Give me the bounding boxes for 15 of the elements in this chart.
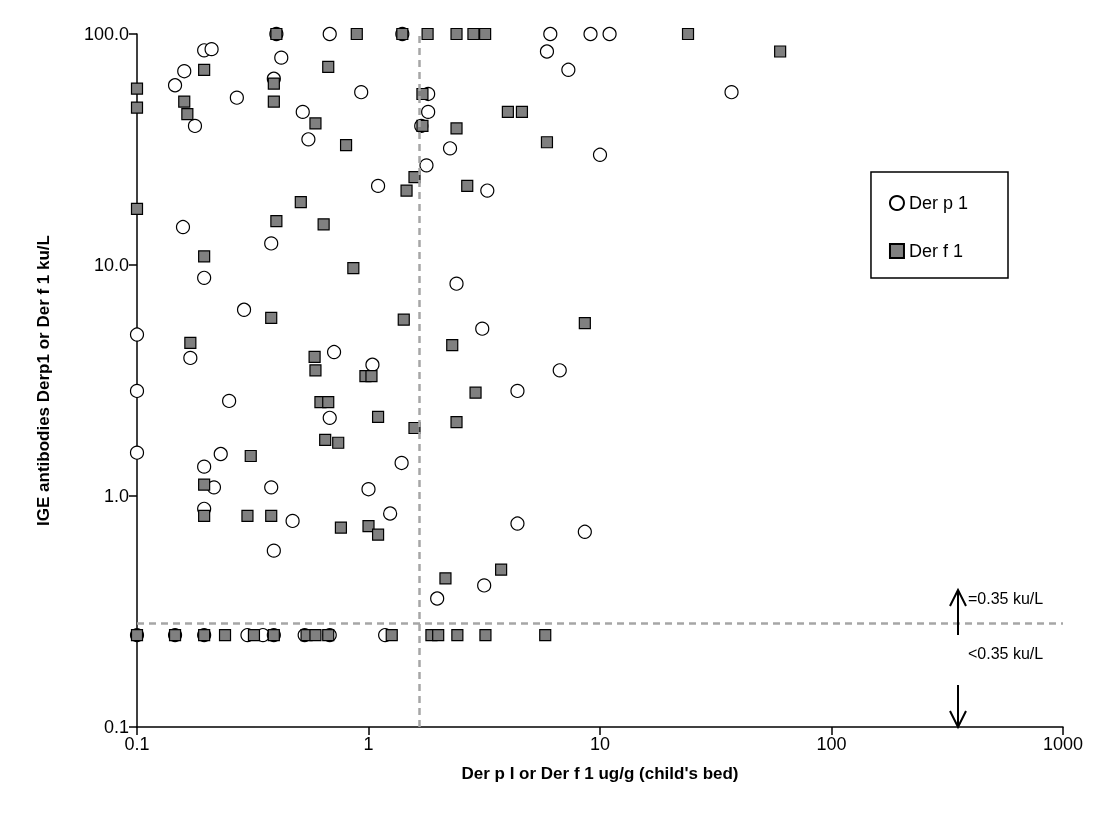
y-tick-label: 10.0 — [93, 255, 129, 275]
x-tick-label: 1000 — [1042, 734, 1084, 754]
annotation: <0.35 ku/L — [968, 644, 1044, 662]
x-tick-label: 100 — [816, 734, 847, 754]
x-tick-label: 1 — [363, 734, 374, 754]
y-axis-title: IGE antibodies Derp1 or Der f 1 ku/L — [34, 235, 53, 526]
y-tick-label: 0.1 — [103, 717, 129, 737]
legend-label: Der p 1 — [908, 193, 968, 213]
annotation: =0.35 ku/L — [968, 589, 1044, 607]
x-axis-title: Der p I or Der f 1 ug/g (child's bed) — [461, 764, 739, 783]
x-tick-label: 10 — [589, 734, 611, 754]
y-tick-label: 100.0 — [83, 24, 129, 44]
y-tick-label: 1.0 — [103, 486, 129, 506]
legend-label: Der f 1 — [908, 241, 963, 261]
x-tick-label: 0.1 — [124, 734, 150, 754]
